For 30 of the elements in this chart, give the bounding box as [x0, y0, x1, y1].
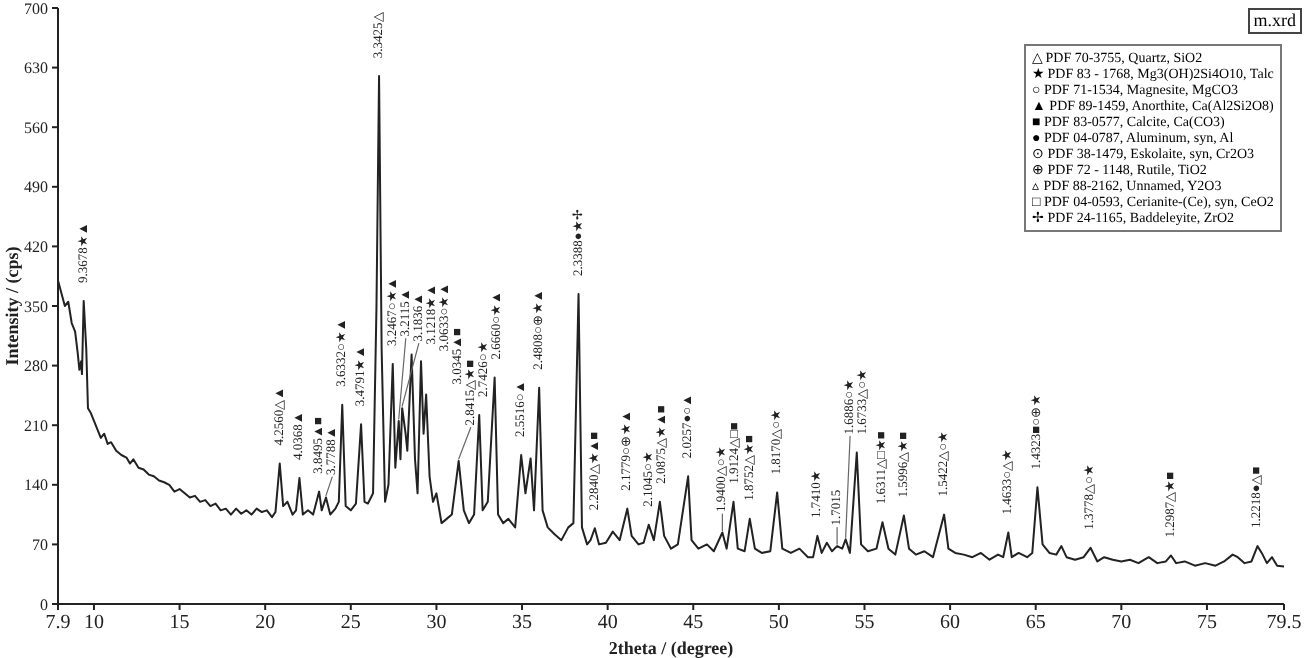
y-tick-label: 630: [24, 59, 48, 78]
x-tick-label: 30: [426, 612, 447, 635]
x-tick-label: 70: [1111, 612, 1132, 635]
y-tick-label: 210: [24, 416, 48, 435]
x-tick-label: 15: [169, 612, 190, 635]
x-tick-label: 7.9: [45, 612, 71, 635]
x-tick-label: 79.5: [1266, 612, 1302, 635]
x-tick-label: 40: [597, 612, 618, 635]
annotation: m.xrd: [1247, 8, 1302, 34]
y-tick-label: 280: [24, 357, 48, 376]
y-tick-label: 350: [24, 297, 48, 316]
x-tick-label: 65: [1025, 612, 1046, 635]
y-tick-label: 140: [24, 476, 48, 495]
y-tick-label: 490: [24, 178, 48, 197]
y-tick-label: 560: [24, 118, 48, 137]
x-axis-title: 2theta / (degree): [608, 638, 734, 658]
x-tick-label: 20: [255, 612, 276, 635]
y-tick-label: 0: [40, 595, 48, 614]
x-tick-label: 25: [340, 612, 361, 635]
x-tick-label: 75: [1196, 612, 1217, 635]
y-tick-label: 700: [24, 0, 48, 18]
y-tick-label: 420: [24, 238, 48, 257]
x-tick-label: 50: [768, 612, 789, 635]
y-axis-title: Intensity / (cps): [2, 246, 23, 366]
x-tick-label: 60: [940, 612, 961, 635]
x-tick-label: 45: [683, 612, 704, 635]
x-tick-label: 55: [854, 612, 875, 635]
x-tick-label: 35: [512, 612, 533, 635]
y-tick-label: 70: [32, 536, 48, 555]
x-tick-label: 10: [83, 612, 104, 635]
